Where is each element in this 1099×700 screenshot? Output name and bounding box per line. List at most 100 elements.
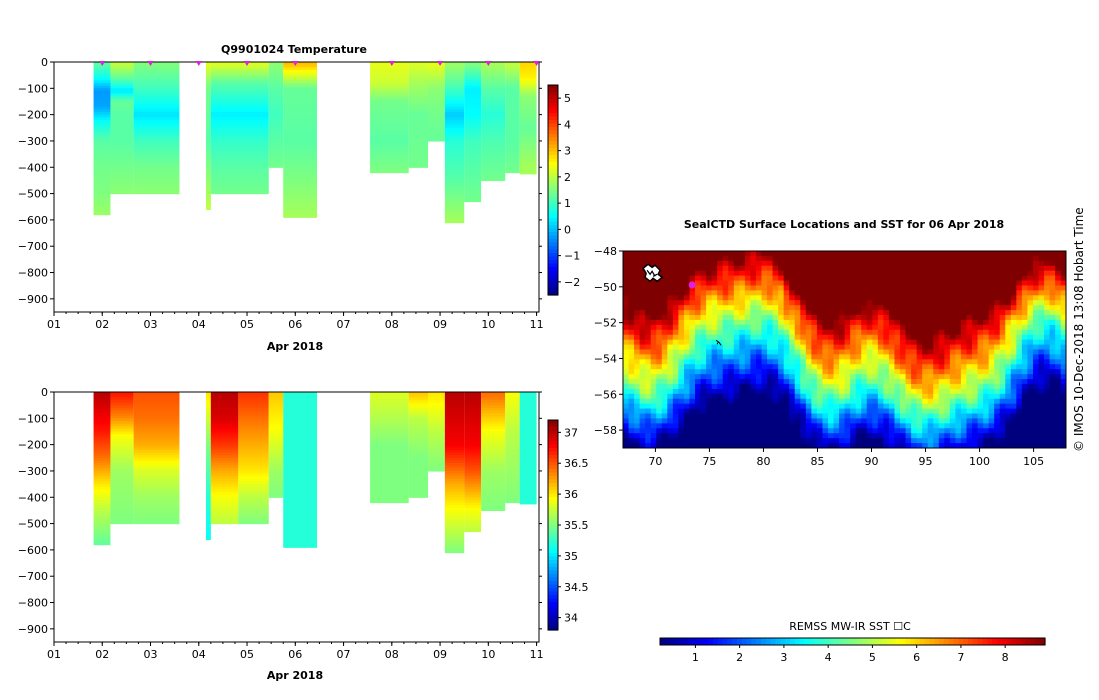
sst-cell — [623, 349, 630, 355]
section-cell — [505, 399, 520, 404]
sst-cell — [706, 310, 713, 316]
section-cell — [444, 507, 465, 512]
sst-cell — [1010, 413, 1017, 419]
section-cell — [464, 518, 482, 522]
section-cell — [268, 80, 284, 84]
section-cell — [481, 119, 506, 124]
sst-cell — [949, 418, 956, 424]
sst-cell — [739, 418, 746, 424]
sst-cell — [861, 354, 868, 360]
sst-cell — [922, 324, 929, 331]
section-cell — [428, 62, 445, 66]
sst-cell — [1038, 379, 1045, 385]
y-tick-label: −200 — [18, 439, 48, 452]
sst-cell — [877, 388, 884, 395]
sst-cell — [1060, 255, 1066, 262]
sst-cell — [689, 428, 696, 434]
section-cell — [481, 420, 506, 425]
sst-cell — [700, 408, 707, 415]
section-cell — [444, 470, 465, 475]
sst-cell — [916, 354, 923, 360]
sst-cell — [706, 418, 713, 424]
section-cell — [444, 505, 465, 509]
section-cell — [283, 193, 318, 197]
section-cell — [370, 444, 409, 448]
sst-cell — [850, 275, 857, 282]
section-cell — [268, 426, 284, 430]
section-cell — [110, 101, 134, 105]
section-cell — [444, 143, 465, 147]
sst-cell — [1027, 354, 1034, 360]
section-cell — [283, 534, 318, 538]
sst-cell — [728, 359, 735, 365]
section-cell — [519, 465, 537, 469]
section-cell — [210, 162, 269, 166]
sst-cell — [999, 344, 1006, 350]
section-cell — [444, 196, 465, 200]
sst-cell — [1016, 295, 1023, 301]
sst-cell — [717, 413, 724, 419]
section-cell — [110, 180, 134, 184]
sst-cell — [933, 369, 940, 375]
section-cell — [428, 88, 445, 92]
sst-cell — [772, 413, 779, 419]
sst-cell — [750, 369, 757, 375]
section-cell — [238, 507, 269, 512]
sst-cell — [1060, 285, 1066, 291]
sst-cell — [739, 319, 746, 326]
plot-frame — [53, 391, 540, 643]
sst-cell — [994, 290, 1001, 296]
sst-cell — [772, 339, 779, 346]
sst-cell — [916, 290, 923, 296]
sst-cell — [639, 438, 646, 444]
section-cell — [444, 214, 465, 218]
sst-cell — [861, 315, 868, 321]
section-cell — [408, 146, 429, 150]
sst-cell — [988, 393, 995, 400]
x-tick-label: 09 — [433, 648, 447, 661]
sst-cell — [949, 369, 956, 375]
sst-cell — [711, 418, 718, 424]
sst-cell — [944, 251, 951, 257]
sst-cell — [733, 428, 740, 434]
sst-cell — [861, 374, 868, 380]
sst-cell — [728, 344, 735, 350]
sst-cell — [972, 379, 979, 385]
sst-cell — [816, 388, 823, 395]
sst-cell — [900, 418, 907, 424]
sst-cell — [794, 413, 801, 419]
sst-cell — [960, 290, 967, 296]
sst-cell — [861, 388, 868, 395]
sst-cell — [866, 324, 873, 331]
section-cell — [206, 415, 211, 419]
sst-cell — [744, 413, 751, 419]
sst-cell — [983, 255, 990, 262]
sst-cell — [650, 418, 657, 424]
sst-cell — [1032, 275, 1039, 282]
sst-cell — [772, 260, 779, 267]
sst-cell — [1060, 260, 1066, 267]
sst-cell — [850, 354, 857, 360]
section-cell — [370, 104, 409, 108]
section-cell — [268, 489, 284, 493]
sst-cell — [744, 428, 751, 434]
sst-cell — [999, 398, 1006, 405]
sst-cell — [711, 398, 718, 405]
section-cell — [238, 460, 269, 464]
sst-cell — [888, 428, 895, 434]
sst-cell — [972, 305, 979, 311]
sst-cell — [883, 344, 890, 350]
sst-cell — [772, 285, 779, 291]
section-cell — [283, 452, 318, 456]
sst-cell — [789, 383, 796, 390]
sst-cell — [706, 315, 713, 321]
sst-cell — [755, 388, 762, 395]
section-cell — [93, 196, 111, 200]
sst-cell — [927, 334, 934, 341]
sst-cell — [695, 334, 702, 341]
section-cell — [210, 447, 239, 451]
sst-cell — [1049, 315, 1056, 321]
section-cell — [408, 392, 429, 396]
sst-cell — [833, 329, 840, 336]
sst-cell — [1032, 329, 1039, 336]
